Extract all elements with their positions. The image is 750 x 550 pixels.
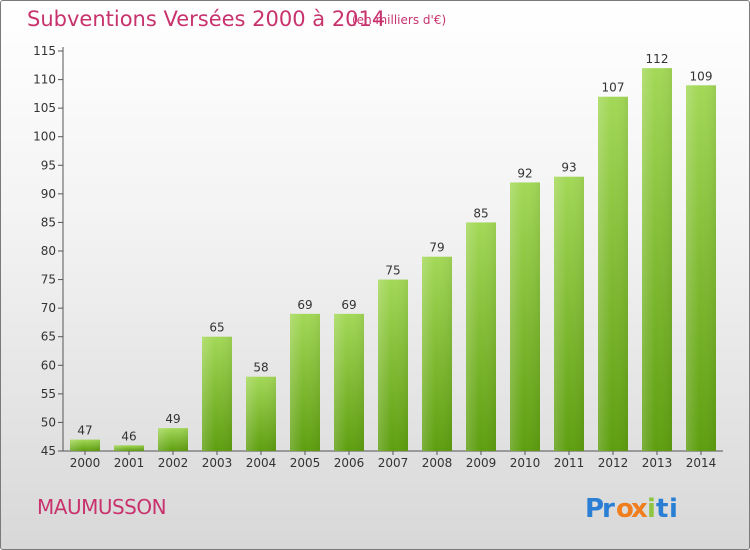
y-tick-label: 90 xyxy=(41,187,56,201)
y-tick-label: 85 xyxy=(41,215,56,229)
y-tick-label: 45 xyxy=(41,444,56,458)
x-tick-label: 2005 xyxy=(290,456,321,470)
bar-value-label: 79 xyxy=(429,241,444,255)
bar-shine xyxy=(642,68,672,452)
bar-value-label: 85 xyxy=(473,206,488,220)
x-tick-label: 2000 xyxy=(70,456,101,470)
x-tick-label: 2009 xyxy=(466,456,497,470)
bars: 47 46 49 65 58 69 69 75 79 85 92 93 107 112 109 xyxy=(70,52,716,452)
x-tick-label: 2010 xyxy=(510,456,541,470)
y-tick-label: 110 xyxy=(33,73,56,87)
y-tick-label: 65 xyxy=(41,330,56,344)
bar-shine xyxy=(158,428,188,451)
chart-subtitle: (en milliers d'€) xyxy=(352,13,447,27)
bar-value-label: 47 xyxy=(77,424,92,438)
bar-value-label: 46 xyxy=(121,429,136,443)
bar-shine xyxy=(114,445,144,451)
logo-letter: i xyxy=(647,494,656,524)
bar-value-label: 112 xyxy=(646,52,669,66)
bar-shine xyxy=(554,176,584,451)
bar-shine xyxy=(378,279,408,451)
x-tick-label: 2012 xyxy=(598,456,629,470)
bar-shine xyxy=(686,85,716,452)
x-tick-label: 2004 xyxy=(246,456,277,470)
chart-title: Subventions Versées 2000 à 2014 xyxy=(27,7,386,31)
bar-value-label: 107 xyxy=(602,81,625,95)
y-tick-label: 100 xyxy=(33,130,56,144)
logo-letter: P xyxy=(585,494,604,524)
bar-shine xyxy=(598,96,628,451)
logo-letter: t xyxy=(656,494,668,524)
bar-shine xyxy=(202,336,232,451)
bar-shine xyxy=(466,222,496,451)
x-tick-label: 2008 xyxy=(422,456,453,470)
bar-value-label: 92 xyxy=(517,166,532,180)
y-tick-label: 60 xyxy=(41,358,56,372)
bar-value-label: 93 xyxy=(561,161,576,175)
bar-value-label: 65 xyxy=(209,321,224,335)
y-tick-label: 115 xyxy=(33,44,56,58)
proxiti-logo: Pr ox i t i xyxy=(585,494,678,524)
bar-shine xyxy=(246,376,276,451)
x-tick-label: 2014 xyxy=(686,456,717,470)
x-tick-label: 2002 xyxy=(158,456,189,470)
y-tick-label: 75 xyxy=(41,273,56,287)
x-tick-label: 2007 xyxy=(378,456,409,470)
y-tick-label: 105 xyxy=(33,101,56,115)
bar-value-label: 58 xyxy=(253,361,268,375)
bar-value-label: 109 xyxy=(690,69,713,83)
bar-value-label: 49 xyxy=(165,412,180,426)
logo-letter: r xyxy=(602,494,615,524)
x-tick-label: 2001 xyxy=(114,456,145,470)
bar-value-label: 75 xyxy=(385,264,400,278)
commune-name: MAUMUSSON xyxy=(37,495,167,519)
x-axis: 2000 2001 2002 2003 2004 2005 2006 2007 2008 2009… xyxy=(63,450,723,470)
logo-letter: x xyxy=(631,494,648,524)
y-axis: 45 50 55 60 65 70 75 80 85 90 95 100 105 110 115 xyxy=(33,44,64,458)
y-tick-label: 80 xyxy=(41,244,56,258)
x-tick-label: 2011 xyxy=(554,456,585,470)
x-tick-label: 2013 xyxy=(642,456,673,470)
x-tick-label: 2003 xyxy=(202,456,233,470)
logo-letter: o xyxy=(616,494,634,524)
bar-shine xyxy=(510,182,540,451)
bar-value-label: 69 xyxy=(297,298,312,312)
y-tick-label: 50 xyxy=(41,415,56,429)
bar-value-label: 69 xyxy=(341,298,356,312)
bar-shine xyxy=(334,313,364,451)
y-tick-label: 70 xyxy=(41,301,56,315)
y-tick-label: 55 xyxy=(41,387,56,401)
logo-letter: i xyxy=(669,494,678,524)
x-tick-label: 2006 xyxy=(334,456,365,470)
bar-shine xyxy=(290,313,320,451)
bar-shine xyxy=(70,439,100,451)
y-tick-label: 95 xyxy=(41,158,56,172)
bar-shine xyxy=(422,256,452,451)
